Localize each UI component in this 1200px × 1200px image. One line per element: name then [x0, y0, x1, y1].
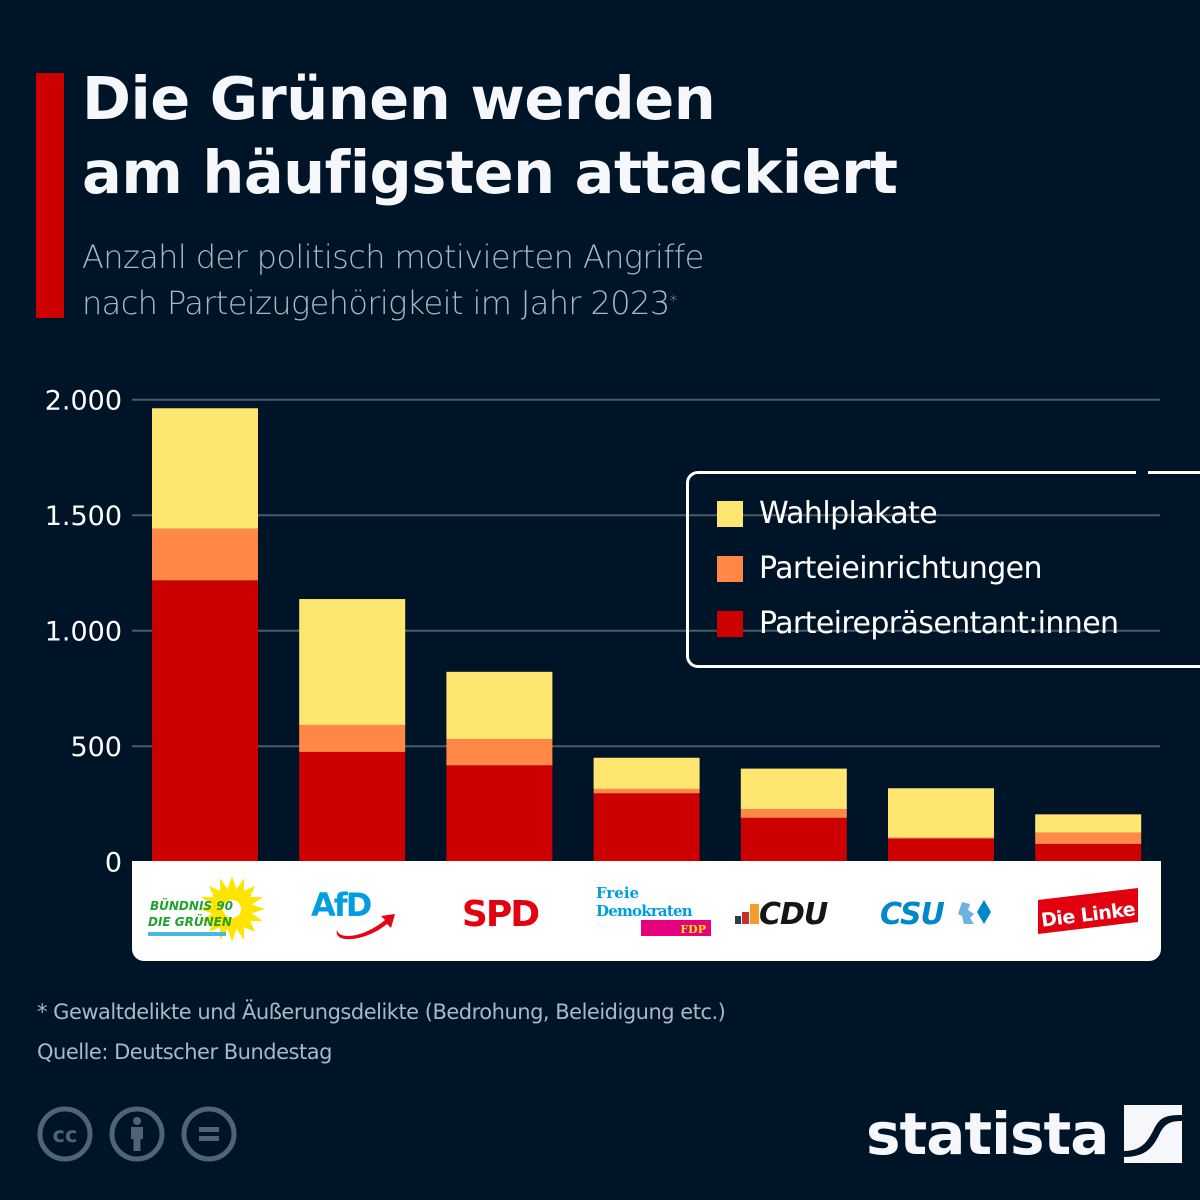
subtitle-line-1: Anzahl der politisch motivierten Angriff…: [82, 238, 704, 276]
svg-text:SPD: SPD: [461, 894, 537, 935]
bar-segment-wahlplakate-4: [740, 768, 847, 810]
lion-diamond-icon: [957, 900, 991, 924]
brand-name: statista: [866, 1100, 1109, 1168]
bar-stack-4: [740, 768, 847, 862]
logo-spd: SPD: [426, 861, 573, 961]
bar-segment-wahlplakate-2: [446, 671, 553, 740]
bar-layer: [152, 408, 1142, 862]
statista-brand: statista: [866, 1094, 1183, 1174]
legend-swatch-parteieinrichtungen: [717, 555, 743, 582]
legend-swatch-parteireprasentanten: [717, 610, 743, 637]
tick-layer: 0 500 1.000 1.500 2.000: [45, 386, 122, 879]
bar-segment-parteieinrichtungen-0: [152, 528, 258, 581]
bar-segment-parteieinrichtungen-6: [1035, 832, 1142, 844]
bar-segment-parteieinrichtungen-4: [740, 809, 847, 818]
svg-text:DIE GRÜNEN: DIE GRÜNEN: [148, 914, 232, 929]
bar-segment-parteirepr-sentant-innen-1: [299, 751, 406, 862]
sunflower-icon: BÜNDNIS 90 DIE GRÜNEN: [147, 876, 265, 942]
svg-text:BÜNDNIS 90: BÜNDNIS 90: [150, 898, 233, 913]
subtitle-footnote-marker: *: [669, 291, 678, 310]
logo-die-linke: Die Linke: [1014, 861, 1161, 961]
accent-bar: [36, 73, 64, 318]
license-icons: cc: [36, 1105, 238, 1163]
logo-cdu: CDU: [720, 861, 867, 961]
svg-text:AfD: AfD: [311, 886, 371, 924]
bar-segment-parteirepr-sentant-innen-5: [888, 838, 994, 862]
stacked-bar-chart: 0 500 1.000 1.500 2.000: [45, 386, 1160, 879]
legend-label-parteireprasentanten: Parteirepräsentant:innen: [759, 606, 1119, 641]
bar-stack-0: [152, 408, 258, 862]
legend-item-parteieinrichtungen: Parteieinrichtungen: [717, 551, 1043, 586]
bar-stack-1: [299, 599, 406, 862]
arrow-swoosh-icon: [336, 914, 395, 940]
footnote: * Gewaltdelikte und Äußerungsdelikte (Be…: [37, 1000, 726, 1024]
source-note: Quelle: Deutscher Bundestag: [37, 1040, 332, 1064]
y-tick-label-1000: 1.000: [45, 617, 122, 648]
bar-segment-parteieinrichtungen-2: [446, 739, 553, 766]
subtitle-line-2: nach Parteizugehörigkeit im Jahr 2023*: [82, 280, 982, 326]
logo-csu: CSU: [867, 861, 1014, 961]
bar-segment-parteirepr-sentant-innen-0: [152, 580, 258, 862]
subtitle-line-2-text: nach Parteizugehörigkeit im Jahr 2023: [82, 284, 670, 322]
bar-segment-wahlplakate-1: [299, 599, 406, 725]
legend-border-gap: [1136, 468, 1148, 476]
cc-icon[interactable]: cc: [36, 1105, 94, 1163]
bar-segment-wahlplakate-5: [888, 788, 994, 838]
statista-logo-icon: [1124, 1105, 1183, 1163]
svg-text:cc: cc: [53, 1123, 78, 1147]
bar-segment-wahlplakate-6: [1035, 814, 1142, 833]
bar-segment-parteirepr-sentant-innen-3: [593, 793, 700, 862]
y-tick-label-1500: 1.500: [45, 501, 122, 532]
bar-segment-wahlplakate-3: [593, 757, 700, 789]
legend-item-wahlplakate: Wahlplakate: [717, 496, 938, 531]
y-tick-label-500: 500: [70, 732, 122, 763]
bar-segment-parteirepr-sentant-innen-2: [446, 765, 553, 862]
no-derivatives-icon[interactable]: [180, 1105, 238, 1163]
bar-stack-5: [888, 788, 994, 862]
logo-fdp: Freie Demokraten FDP: [573, 861, 720, 961]
svg-text:FDP: FDP: [680, 923, 706, 936]
svg-text:Demokraten: Demokraten: [596, 902, 693, 920]
legend-label-parteieinrichtungen: Parteieinrichtungen: [759, 551, 1043, 586]
title-line-2: am häufigsten attackiert: [82, 138, 898, 207]
legend-item-parteireprasentanten: Parteirepräsentant:innen: [717, 606, 1119, 641]
attribution-icon[interactable]: [108, 1105, 166, 1163]
y-tick-label-0: 0: [105, 848, 122, 879]
subtitle: Anzahl der politisch motivierten Angriff…: [82, 234, 982, 326]
svg-text:CDU: CDU: [759, 897, 828, 932]
bar-segment-wahlplakate-0: [152, 408, 258, 529]
bar-stack-2: [446, 671, 553, 862]
page-title: Die Grünen werden am häufigsten attackie…: [82, 62, 1082, 210]
svg-text:CSU: CSU: [880, 897, 945, 932]
legend-label-wahlplakate: Wahlplakate: [759, 496, 938, 531]
svg-text:Freie: Freie: [596, 884, 639, 902]
bar-segment-parteieinrichtungen-5: [888, 837, 994, 839]
legend: Wahlplakate Parteieinrichtungen Parteire…: [686, 471, 1200, 668]
y-tick-label-2000: 2.000: [45, 386, 122, 417]
logo-afd: AfD: [279, 861, 426, 961]
bar-segment-parteieinrichtungen-1: [299, 724, 406, 752]
logo-gruene: BÜNDNIS 90 DIE GRÜNEN: [132, 861, 279, 961]
legend-swatch-wahlplakate: [717, 500, 743, 527]
party-logo-strip: BÜNDNIS 90 DIE GRÜNEN AfD SPD Freie Demo…: [132, 861, 1161, 961]
bar-segment-parteirepr-sentant-innen-4: [740, 817, 847, 862]
bars-icon: [734, 904, 759, 924]
bar-stack-6: [1035, 814, 1142, 862]
bar-segment-parteieinrichtungen-3: [593, 788, 700, 794]
bar-stack-3: [593, 757, 700, 862]
bar-segment-parteirepr-sentant-innen-6: [1035, 843, 1142, 862]
title-line-1: Die Grünen werden: [82, 64, 716, 133]
